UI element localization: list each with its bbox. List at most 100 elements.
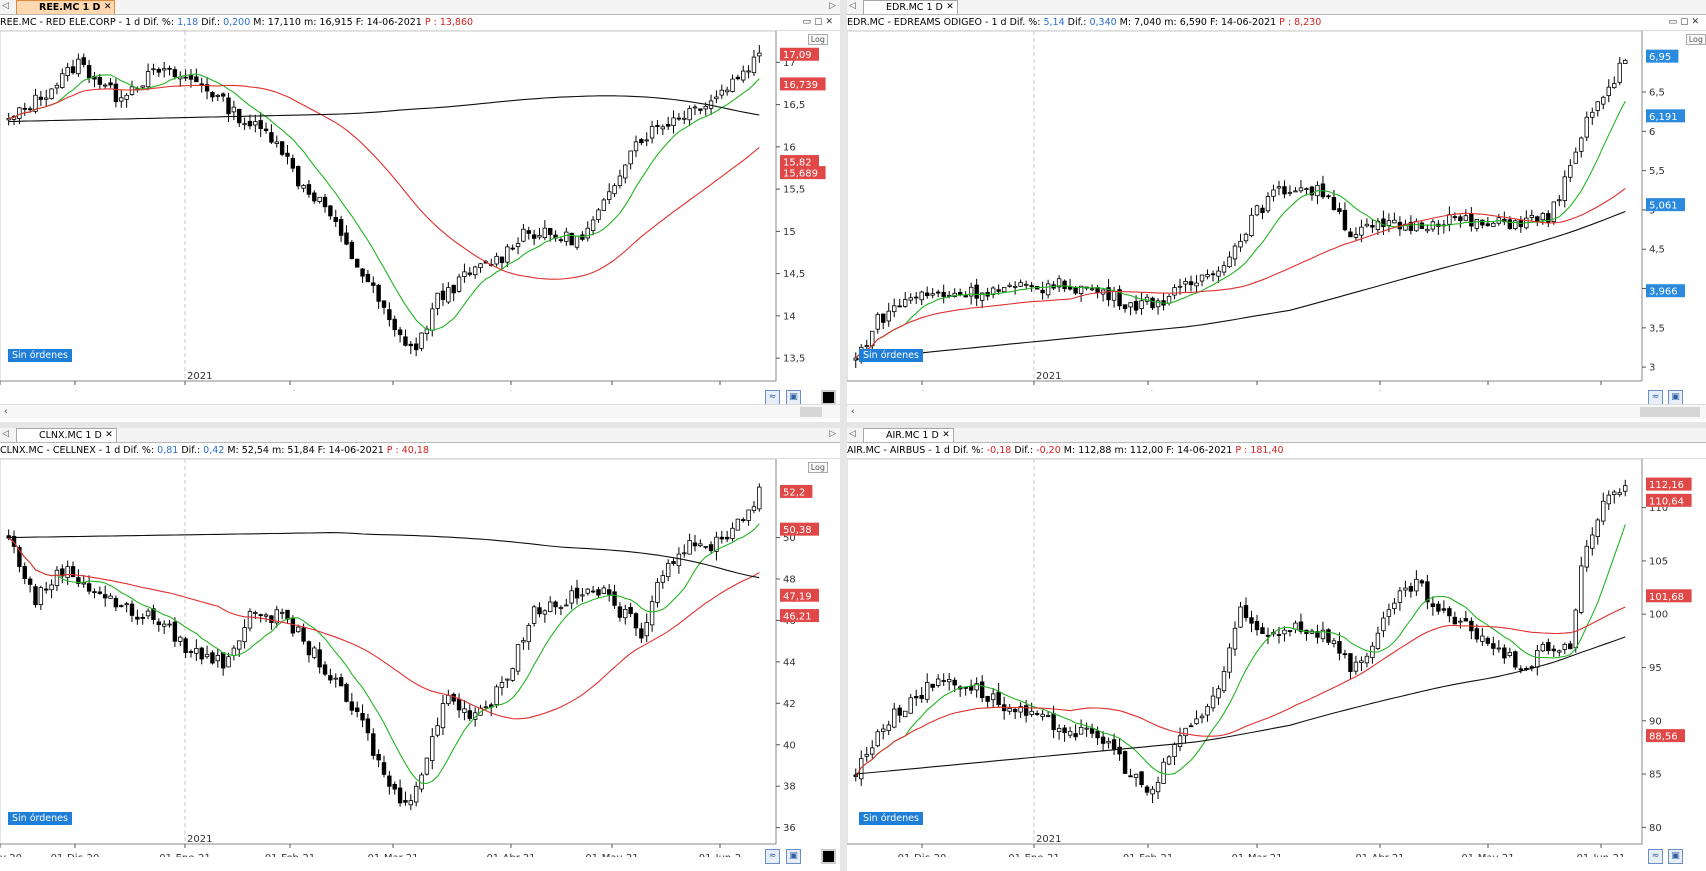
candle-body [263, 614, 269, 617]
candle-body [580, 594, 585, 597]
price-tag-label: 101,68 [1649, 592, 1684, 603]
price-chart[interactable]: 2021 110 105 100 95 90 85 80 112,16 110,64 101,68 8… [847, 459, 1706, 857]
save-layout-icon[interactable]: ▣ [1668, 390, 1683, 405]
candle-body [328, 675, 333, 681]
candle-body [941, 680, 946, 682]
save-layout-icon[interactable]: ▣ [1668, 849, 1683, 864]
tab-scroll-left-icon[interactable]: ◁ [849, 1, 856, 11]
candle-body [54, 84, 60, 89]
candle-body [1199, 274, 1205, 282]
horizontal-splitter[interactable] [0, 422, 1706, 428]
y-tick-label: 4,5 [1649, 245, 1665, 256]
tab-air[interactable]: AIR.MC 1 D ✕ [863, 428, 954, 442]
x-tick-label: 01-Jun-2 [699, 390, 742, 391]
candle-body [1331, 640, 1337, 645]
candle-body [974, 683, 979, 691]
candle-body [1458, 620, 1463, 623]
color-square-icon[interactable] [821, 849, 836, 864]
candle-body [1144, 786, 1150, 793]
candle-body [119, 605, 124, 607]
tab-scroll-left-icon[interactable]: ◁ [849, 429, 856, 439]
log-scale-button[interactable]: Log [807, 462, 828, 473]
tab-edr[interactable]: EDR.MC 1 D ✕ [863, 0, 958, 14]
candle-body [1513, 651, 1518, 668]
scroll-thumb[interactable] [1640, 407, 1700, 417]
candle-body [140, 85, 145, 88]
log-scale-button[interactable]: Log [1685, 34, 1706, 45]
indicator-icon[interactable]: ≈ [1648, 849, 1663, 864]
candle-body [746, 509, 751, 521]
horizontal-scrollbar[interactable]: ‹ [0, 404, 840, 419]
ma-slow-line [8, 95, 760, 123]
y-tick-label: 16 [783, 142, 796, 153]
candle-body [1579, 565, 1584, 613]
close-icon[interactable]: ✕ [103, 2, 112, 12]
indicator-icon[interactable]: ≈ [1648, 390, 1663, 405]
candle-body [312, 192, 317, 202]
y-tick-label: 6 [1649, 127, 1655, 138]
candle-body [1276, 186, 1282, 189]
candle-body [119, 97, 124, 102]
candle-body [1293, 190, 1298, 193]
tab-scroll-right-icon[interactable]: ▷ [829, 1, 836, 11]
candle-body [735, 76, 741, 80]
scroll-left-icon[interactable]: ‹ [4, 407, 8, 417]
candle-body [881, 313, 886, 323]
candle-body [510, 247, 515, 250]
price-tag [780, 588, 819, 602]
close-icon[interactable]: ✕ [105, 430, 113, 440]
indicator-icon[interactable]: ≈ [765, 849, 780, 864]
p-value: 181,40 [1250, 445, 1284, 456]
candle-body [1287, 630, 1293, 632]
close-icon[interactable]: ✕ [946, 2, 954, 12]
candle-body [1210, 273, 1216, 276]
tab-clnx[interactable]: CLNX.MC 1 D ✕ [16, 428, 117, 442]
window-buttons[interactable]: ▭▢✕ [802, 17, 836, 27]
tab-scroll-left-icon[interactable]: ◁ [2, 1, 9, 11]
price-chart[interactable]: 2021 17 16,5 16 15,5 15 14,5 14 13,5 17,09 16,739 1… [0, 31, 840, 391]
indicator-icon[interactable]: ≈ [765, 390, 780, 405]
price-chart[interactable]: 20216,565,554,543,536,956,1915,0613,9660… [847, 31, 1706, 391]
candle-body [1062, 280, 1067, 290]
candle-body [333, 677, 338, 680]
price-chart[interactable]: 2021504846444240383652,250,3847,1946,21v… [0, 459, 840, 857]
price-tag-label: 88,56 [1649, 732, 1678, 743]
x-tick-label: 01-Abr-21 [1355, 390, 1404, 391]
scroll-thumb[interactable] [800, 407, 822, 417]
candle-body [376, 754, 381, 761]
candle-body [521, 228, 526, 242]
color-square-icon[interactable] [821, 390, 836, 405]
candle-body [897, 305, 902, 308]
candle-body [97, 591, 103, 594]
log-scale-button[interactable]: Log [807, 34, 828, 45]
candle-body [27, 108, 33, 111]
candle-body [505, 678, 510, 681]
candle-body [387, 309, 392, 321]
candle-body [135, 616, 140, 620]
candle-body [204, 653, 210, 658]
x-tick-label: 01-Dic-20 [51, 390, 100, 391]
horizontal-scrollbar[interactable]: ‹ [847, 404, 1706, 419]
candle-body [226, 656, 231, 668]
scroll-left-icon[interactable]: ‹ [851, 407, 855, 417]
save-layout-icon[interactable]: ▣ [786, 849, 801, 864]
tab-ree[interactable]: REE.MC 1 D ✕ [16, 0, 116, 14]
candle-body [1568, 165, 1573, 178]
candle-body [456, 276, 462, 292]
candle-body [655, 582, 660, 603]
candle-body [633, 613, 639, 629]
window-buttons[interactable]: ▭▢✕ [1668, 17, 1702, 27]
close-icon[interactable]: ✕ [942, 430, 950, 440]
vertical-splitter[interactable] [840, 0, 847, 871]
tab-bar: ◁ REE.MC 1 D ✕ ▷ [0, 0, 840, 15]
price-tag [780, 77, 826, 91]
tab-scroll-left-icon[interactable]: ◁ [2, 429, 9, 439]
save-layout-icon[interactable]: ▣ [786, 390, 801, 405]
diff-label: Dif.: [181, 445, 201, 456]
candle-body [1359, 226, 1364, 236]
x-tick-label: 01-Feb-21 [1123, 390, 1173, 391]
candle-body [1166, 756, 1172, 765]
tab-scroll-right-icon[interactable]: ▷ [829, 429, 836, 439]
candle-body [1117, 289, 1122, 307]
plot-area [0, 31, 777, 382]
